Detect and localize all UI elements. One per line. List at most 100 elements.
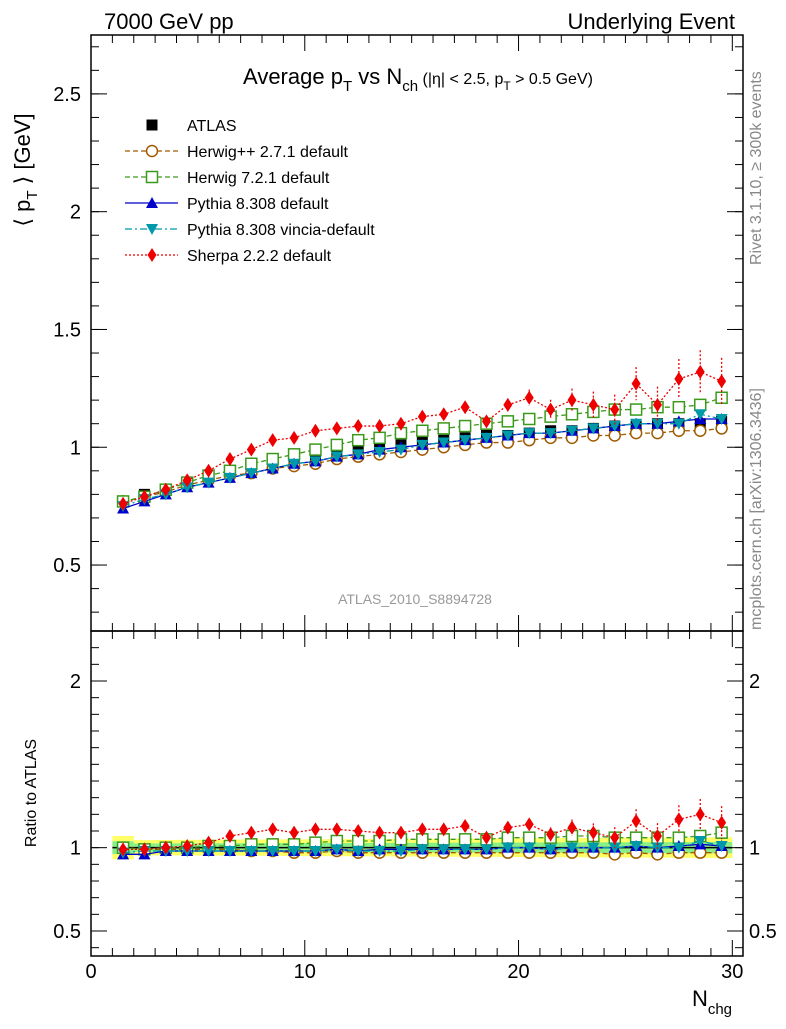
mcplots-label: mcplots.cern.ch [arXiv:1306.3436] xyxy=(748,388,765,630)
data-point-sherpa xyxy=(546,827,556,842)
data-point-vincia xyxy=(437,844,450,856)
data-point-sherpa xyxy=(695,364,705,379)
data-point-sherpa xyxy=(460,400,470,415)
data-point-vincia xyxy=(672,842,685,854)
data-point-herwig7 xyxy=(522,831,536,844)
data-point-vincia xyxy=(202,477,215,489)
data-point-sherpa xyxy=(225,829,235,843)
data-point-vincia xyxy=(459,435,472,447)
y-tick-label: 1 xyxy=(70,437,81,459)
data-point-sherpa xyxy=(289,825,299,840)
data-point-sherpa xyxy=(375,419,385,434)
data-point-vincia xyxy=(223,846,236,857)
data-point-vincia xyxy=(416,439,429,451)
data-point-sherpa xyxy=(225,452,235,467)
y-tick-label: 1.5 xyxy=(53,319,81,341)
data-point-sherpa xyxy=(524,390,534,405)
main-axes: 0.5 1 1.5 2 2.5 xyxy=(53,35,743,631)
legend-marker-pythia xyxy=(146,197,158,208)
y-tick-label-right: 0.5 xyxy=(749,921,777,943)
data-point-sherpa xyxy=(353,419,363,434)
legend: ATLAS Herwig++ 2.7.1 default Herwig 7.2.1 … xyxy=(125,118,375,265)
data-point-sherpa xyxy=(268,822,278,837)
data-point-herwig7 xyxy=(672,400,686,414)
x-tick-label: 20 xyxy=(507,961,529,983)
analysis-label: Underlying Event xyxy=(567,9,735,34)
series-sherpa xyxy=(118,799,727,857)
data-point-sherpa xyxy=(674,812,684,827)
series-line-sherpa xyxy=(123,813,722,850)
ratio-ylabel: Ratio to ATLAS xyxy=(23,739,40,847)
legend-label-pythia: Pythia 8.308 default xyxy=(187,196,329,213)
data-point-vincia xyxy=(330,451,343,463)
data-point-sherpa xyxy=(631,376,641,391)
svg-text:⟨ pT ⟩ [GeV]: ⟨ pT ⟩ [GeV] xyxy=(10,113,41,226)
data-point-vincia xyxy=(288,458,301,470)
data-point-vincia xyxy=(309,456,322,468)
data-point-herwig7 xyxy=(501,415,515,428)
series-sherpa xyxy=(118,350,727,511)
data-point-herwig7 xyxy=(629,403,643,416)
data-point-vincia xyxy=(288,846,301,857)
data-point-sherpa xyxy=(161,840,171,855)
legend-label-herwig7: Herwig 7.2.1 default xyxy=(187,170,330,187)
data-point-sherpa xyxy=(524,817,534,832)
data-point-vincia xyxy=(587,423,600,435)
data-point-sherpa xyxy=(332,822,342,837)
data-point-herwig7 xyxy=(351,433,365,447)
data-point-sherpa xyxy=(204,463,214,478)
data-point-vincia xyxy=(715,841,728,852)
data-point-sherpa xyxy=(610,402,620,417)
y-tick-label: 0.5 xyxy=(53,555,81,577)
legend-marker-atlas xyxy=(146,119,158,131)
legend-marker-herwig7 xyxy=(145,170,159,184)
data-point-sherpa xyxy=(118,842,128,857)
data-point-vincia xyxy=(523,842,536,854)
y-tick-label: 2.5 xyxy=(53,84,81,106)
data-point-sherpa xyxy=(717,815,727,830)
data-point-sherpa xyxy=(567,393,577,408)
data-point-sherpa xyxy=(652,397,662,412)
data-point-sherpa xyxy=(567,820,577,835)
data-point-sherpa xyxy=(182,473,192,488)
data-point-vincia xyxy=(394,444,407,456)
series-line-sherpa xyxy=(122,371,722,505)
data-point-vincia xyxy=(202,846,215,857)
data-point-vincia xyxy=(330,844,343,856)
data-point-vincia xyxy=(437,437,450,449)
data-point-vincia xyxy=(480,844,493,856)
y-tick-label: 2 xyxy=(70,671,81,693)
data-point-vincia xyxy=(459,844,472,856)
data-point-vincia xyxy=(565,425,578,437)
data-point-sherpa xyxy=(439,822,449,837)
data-point-vincia xyxy=(544,428,557,440)
data-point-sherpa xyxy=(439,407,449,422)
data-point-sherpa xyxy=(396,825,406,840)
data-point-vincia xyxy=(373,846,386,857)
data-point-sherpa xyxy=(289,430,299,445)
data-point-sherpa xyxy=(610,830,620,845)
y-tick-label: 1 xyxy=(70,838,81,860)
data-point-sherpa xyxy=(375,825,385,840)
data-point-herwigpp xyxy=(693,424,707,438)
data-point-sherpa xyxy=(118,496,128,511)
data-point-vincia xyxy=(694,409,707,421)
data-point-vincia xyxy=(501,430,514,442)
data-point-sherpa xyxy=(246,825,256,840)
data-point-herwig7 xyxy=(330,438,344,452)
data-point-vincia xyxy=(715,413,728,425)
data-point-sherpa xyxy=(674,371,684,386)
data-point-vincia xyxy=(565,842,578,854)
x-tick-label: 10 xyxy=(294,961,316,983)
data-point-vincia xyxy=(373,446,386,458)
legend-label-herwigpp: Herwig++ 2.7.1 default xyxy=(187,144,349,161)
beam-label: 7000 GeV pp xyxy=(104,9,234,34)
data-point-sherpa xyxy=(503,820,513,835)
watermark: ATLAS_2010_S8894728 xyxy=(338,591,492,607)
data-point-vincia xyxy=(630,841,643,852)
side-labels: Rivet 3.1.10, ≥ 300k events mcplots.cern… xyxy=(748,71,765,630)
data-point-vincia xyxy=(523,428,536,440)
main-panel: 0.5 1 1.5 2 2.5 ATLAS_2010_S8894728 Average … xyxy=(10,34,744,632)
data-point-sherpa xyxy=(310,822,320,837)
data-point-herwig7 xyxy=(458,419,472,433)
